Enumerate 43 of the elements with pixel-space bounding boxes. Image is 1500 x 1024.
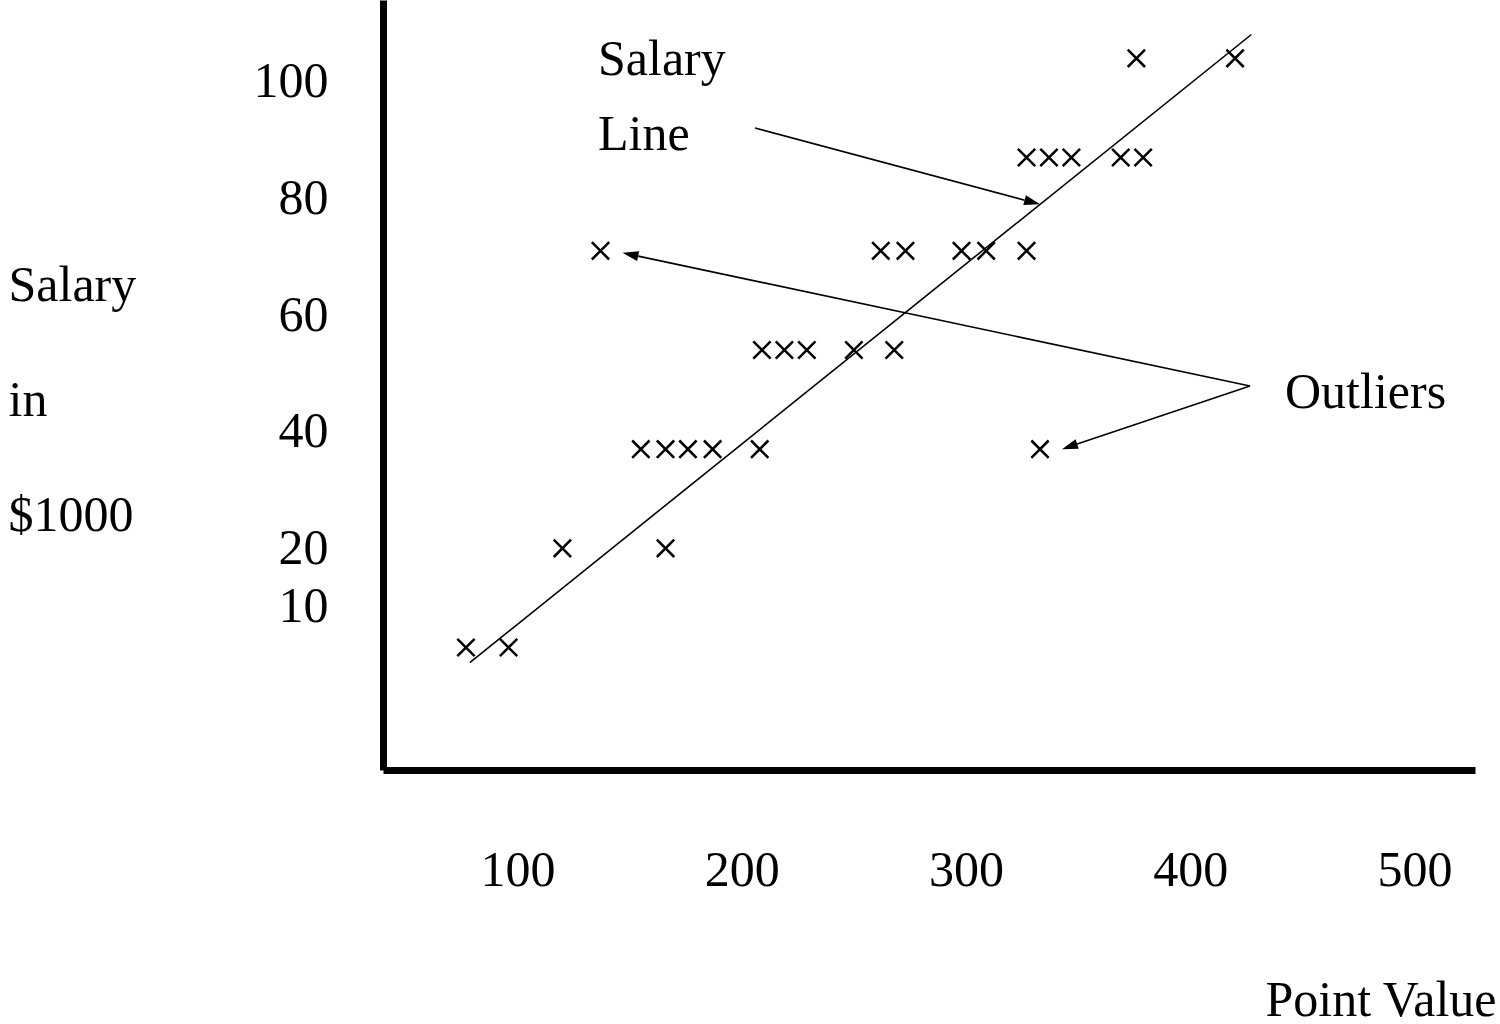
point: [951, 240, 972, 261]
y-tick-label: 100: [253, 52, 329, 109]
point: [702, 439, 723, 460]
y-tick-label: 60: [278, 285, 329, 342]
point: [630, 439, 651, 460]
point: [1225, 48, 1245, 69]
point: [1039, 147, 1059, 168]
point: [884, 340, 905, 360]
point: [774, 340, 795, 360]
point: [749, 439, 770, 460]
point: [1030, 439, 1050, 460]
x-axis-title: Point Value: [1265, 970, 1497, 1024]
point: [655, 439, 676, 460]
y-tick-label: 20: [278, 518, 329, 575]
point: [1061, 147, 1082, 168]
point: [976, 240, 997, 261]
point: [843, 340, 864, 360]
x-tick-label: 500: [1377, 840, 1453, 897]
x-tick-label: 200: [704, 840, 780, 897]
point: [655, 538, 676, 559]
x-tick-label: 100: [480, 840, 556, 897]
point: [1110, 147, 1131, 168]
point: [1133, 147, 1154, 168]
point: [552, 538, 573, 559]
point: [1016, 147, 1037, 168]
point: [1016, 240, 1037, 261]
point: [752, 340, 772, 360]
point: [870, 240, 891, 261]
y-tick-label: 40: [278, 402, 329, 459]
point: [796, 340, 817, 360]
y-tick-label: 10: [278, 577, 329, 634]
point: [590, 240, 611, 261]
y-tick-label: 80: [278, 168, 329, 225]
point: [1126, 48, 1147, 69]
point: [456, 637, 476, 658]
annotation: Salary Line: [598, 30, 726, 161]
y-axis-title: Salary in $1000: [8, 255, 137, 542]
point: [498, 637, 519, 658]
point: [678, 439, 698, 460]
x-tick-label: 400: [1153, 840, 1229, 897]
x-tick-label: 300: [929, 840, 1004, 897]
point: [895, 240, 916, 261]
annotation: Outliers: [1285, 363, 1447, 419]
